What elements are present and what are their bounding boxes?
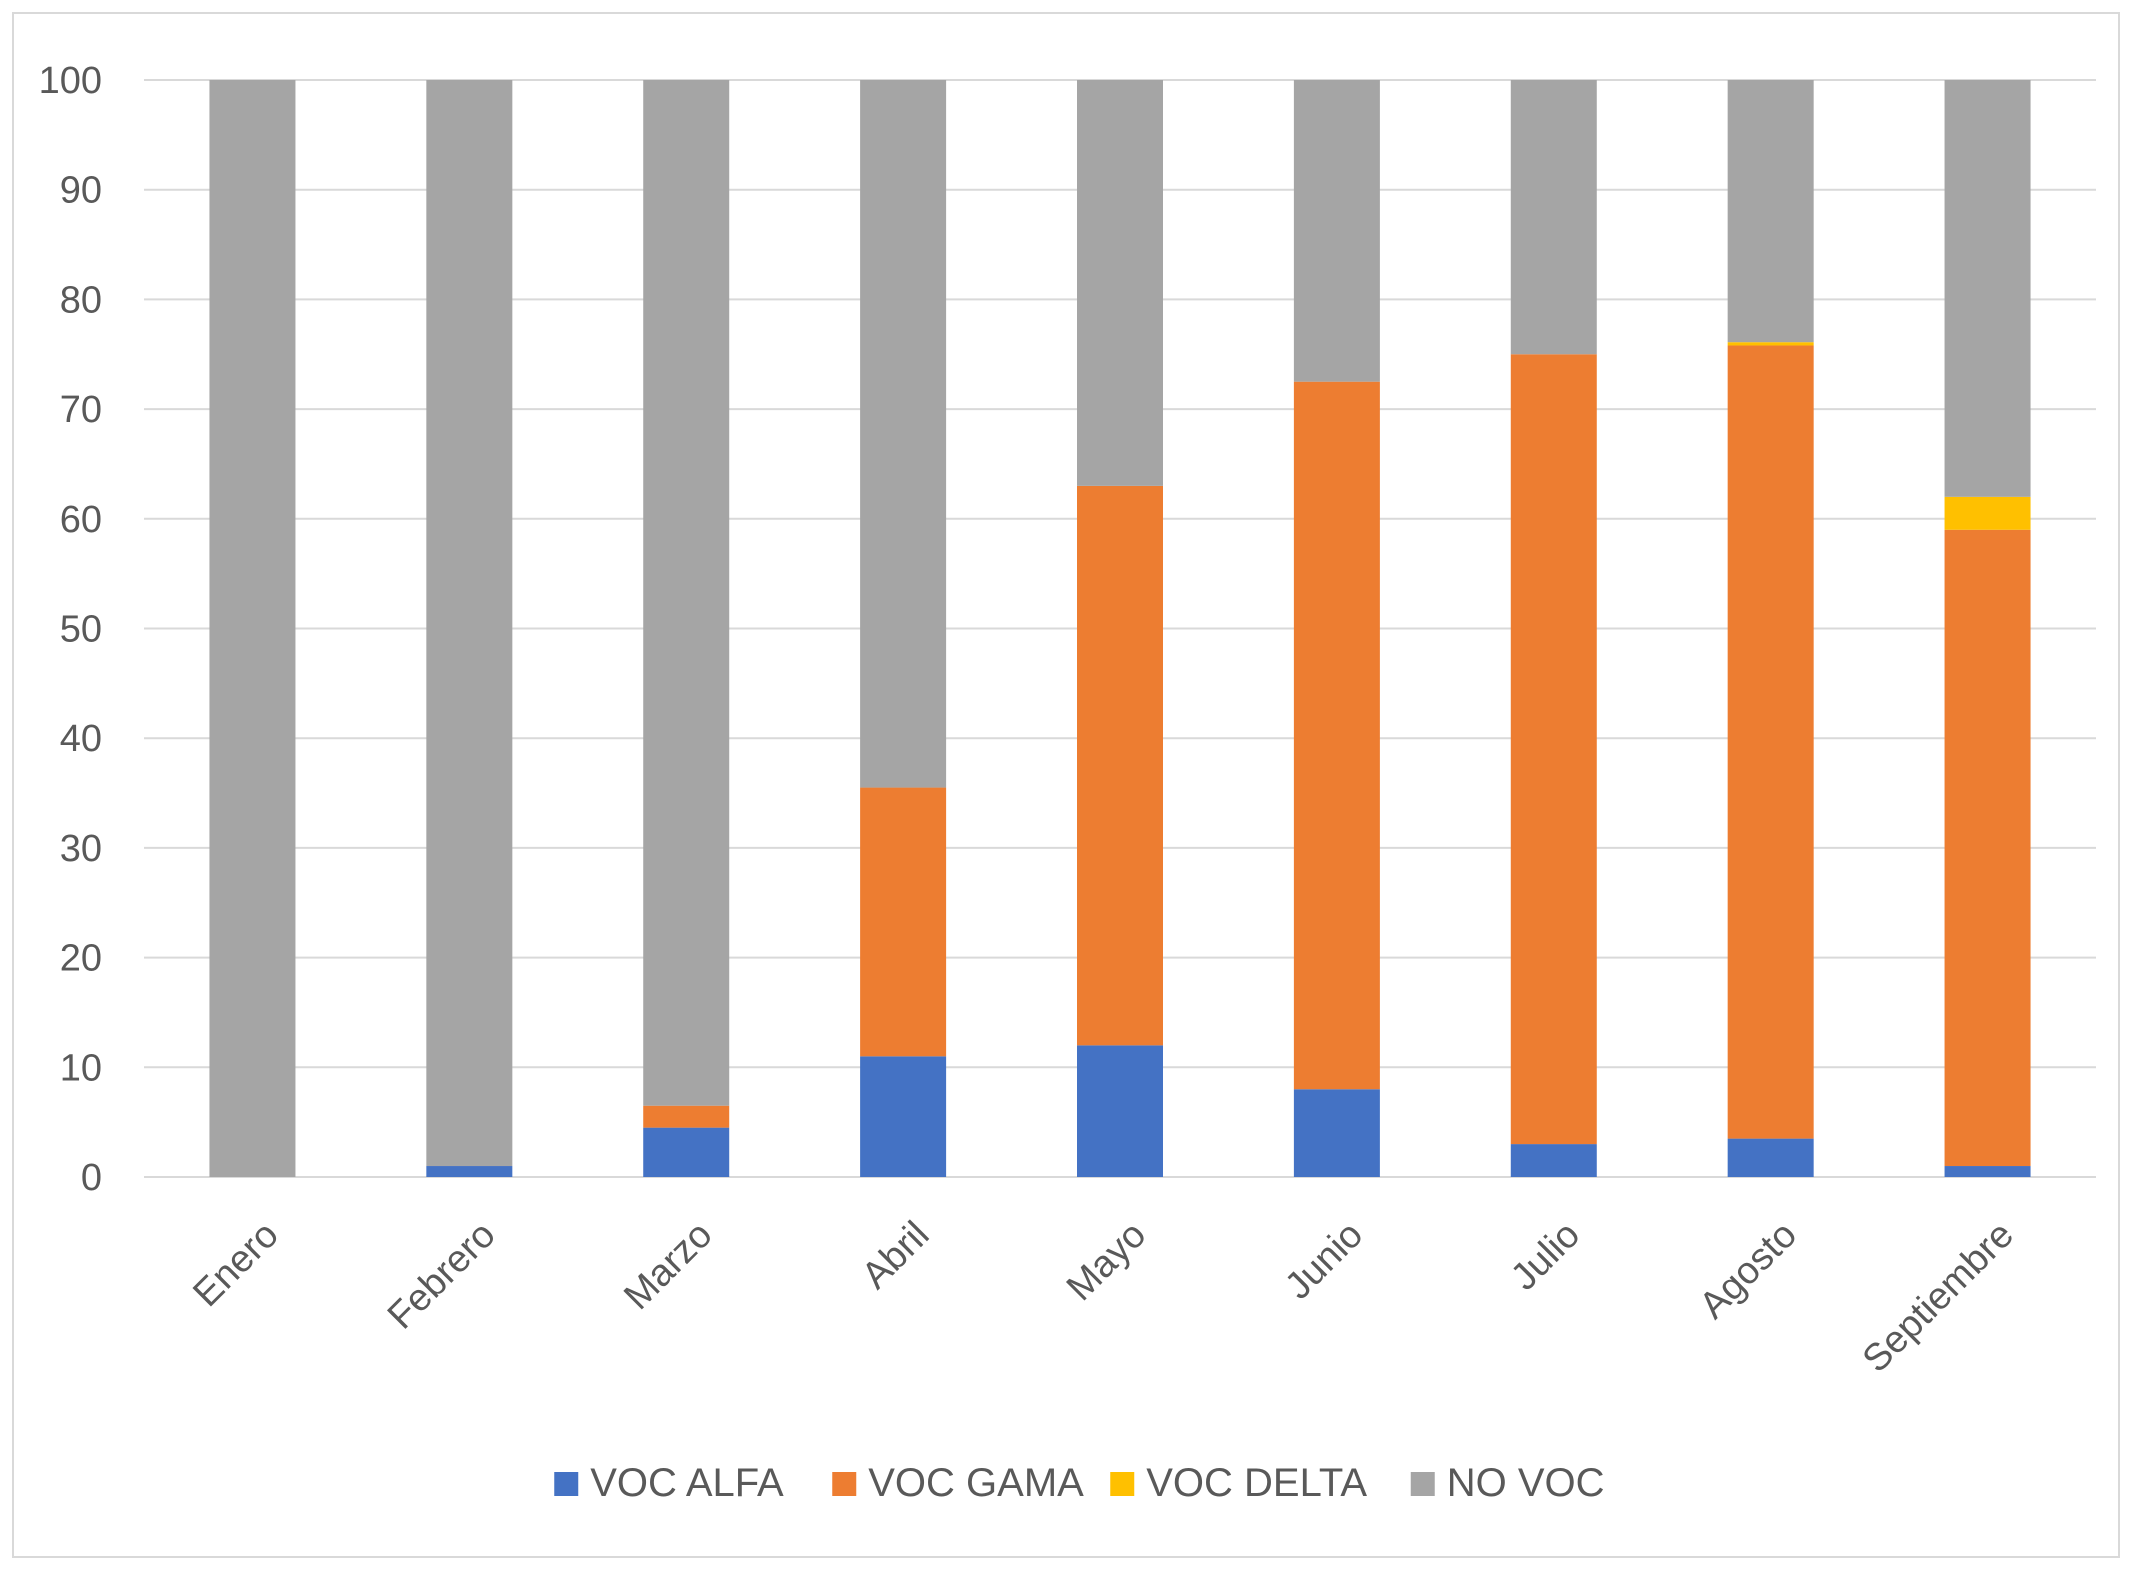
y-tick-label-20: 20	[60, 938, 102, 980]
bar-enero-no-voc	[209, 80, 296, 1177]
bar-septiembre-voc-gama	[1944, 529, 2031, 1167]
legend-label-voc-alfa: VOC ALFA	[590, 1461, 784, 1505]
legend-swatch-voc-gama	[832, 1472, 857, 1496]
bar-junio-voc-gama	[1293, 381, 1380, 1090]
y-axis: 0 10 20 30 40 50 60 70 80 90 100	[39, 60, 102, 1199]
bar-marzo-voc-alfa	[643, 1127, 730, 1177]
x-tick-label-junio: Junio	[1277, 1214, 1371, 1308]
y-tick-label-80: 80	[60, 279, 102, 321]
bar-febrero-no-voc	[426, 80, 513, 1167]
y-tick-label-0: 0	[81, 1157, 102, 1199]
x-tick-label-agosto: Agosto	[1692, 1214, 1805, 1327]
bar-septiembre-voc-alfa	[1944, 1166, 2031, 1177]
y-tick-label-50: 50	[60, 609, 102, 651]
x-tick-label-mayo: Mayo	[1059, 1214, 1154, 1309]
bar-septiembre-no-voc	[1944, 80, 2031, 497]
y-tick-label-60: 60	[60, 499, 102, 541]
x-tick-label-septiembre: Septiembre	[1855, 1214, 2022, 1381]
bar-abril-voc-gama	[860, 787, 947, 1057]
legend-label-no-voc: NO VOC	[1447, 1461, 1605, 1505]
bar-julio-voc-alfa	[1510, 1144, 1597, 1177]
bar-septiembre-voc-delta	[1944, 496, 2031, 530]
legend-label-voc-delta: VOC DELTA	[1146, 1461, 1367, 1505]
x-tick-label-marzo: Marzo	[616, 1214, 720, 1318]
x-tick-label-febrero: Febrero	[380, 1214, 504, 1338]
bar-abril-voc-alfa	[860, 1056, 947, 1177]
x-tick-label-abril: Abril	[854, 1214, 937, 1297]
x-tick-label-julio: Julio	[1503, 1214, 1588, 1299]
legend-swatch-no-voc	[1410, 1472, 1435, 1496]
bar-agosto-voc-gama	[1727, 345, 1814, 1139]
bar-agosto-voc-alfa	[1727, 1138, 1814, 1177]
bar-mayo-voc-alfa	[1077, 1045, 1163, 1177]
legend-swatch-voc-delta	[1110, 1472, 1135, 1496]
bar-agosto-no-voc	[1727, 80, 1814, 343]
bar-agosto-voc-delta	[1727, 342, 1814, 346]
bar-julio-no-voc	[1510, 80, 1597, 355]
bar-abril-no-voc	[860, 80, 947, 788]
legend: VOC ALFA VOC GAMA VOC DELTA NO VOC	[554, 1461, 1605, 1505]
y-tick-label-100: 100	[39, 60, 102, 102]
bar-junio-no-voc	[1293, 80, 1380, 382]
chart-frame: 0 10 20 30 40 50 60 70 80 90 100 Enero Febrero Marzo…	[12, 12, 2120, 1558]
y-tick-label-40: 40	[60, 718, 102, 760]
y-tick-label-90: 90	[60, 170, 102, 212]
bar-julio-voc-gama	[1510, 354, 1597, 1145]
y-tick-label-30: 30	[60, 828, 102, 870]
x-axis: Enero Febrero Marzo Abril Mayo Junio Julio Agos…	[185, 1214, 2022, 1381]
legend-swatch-voc-alfa	[554, 1472, 579, 1496]
y-tick-label-70: 70	[60, 389, 102, 431]
legend-label-voc-gama: VOC GAMA	[868, 1461, 1084, 1505]
bar-junio-voc-alfa	[1293, 1089, 1380, 1177]
x-tick-label-enero: Enero	[185, 1214, 286, 1315]
bar-marzo-no-voc	[643, 80, 730, 1106]
bar-febrero-voc-alfa	[426, 1166, 513, 1177]
bar-mayo-no-voc	[1077, 80, 1163, 486]
bar-mayo-voc-gama	[1077, 485, 1163, 1046]
stacked-bar-chart: 0 10 20 30 40 50 60 70 80 90 100 Enero Febrero Marzo…	[39, 60, 2096, 1505]
bars	[209, 80, 2031, 1177]
y-tick-label-10: 10	[60, 1047, 102, 1089]
bar-marzo-voc-gama	[643, 1105, 730, 1128]
